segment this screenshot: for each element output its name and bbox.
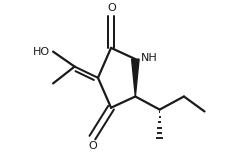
Text: O: O bbox=[107, 3, 116, 13]
Text: O: O bbox=[88, 141, 97, 151]
Text: NH: NH bbox=[141, 53, 157, 63]
Polygon shape bbox=[132, 59, 139, 97]
Text: HO: HO bbox=[33, 47, 50, 57]
